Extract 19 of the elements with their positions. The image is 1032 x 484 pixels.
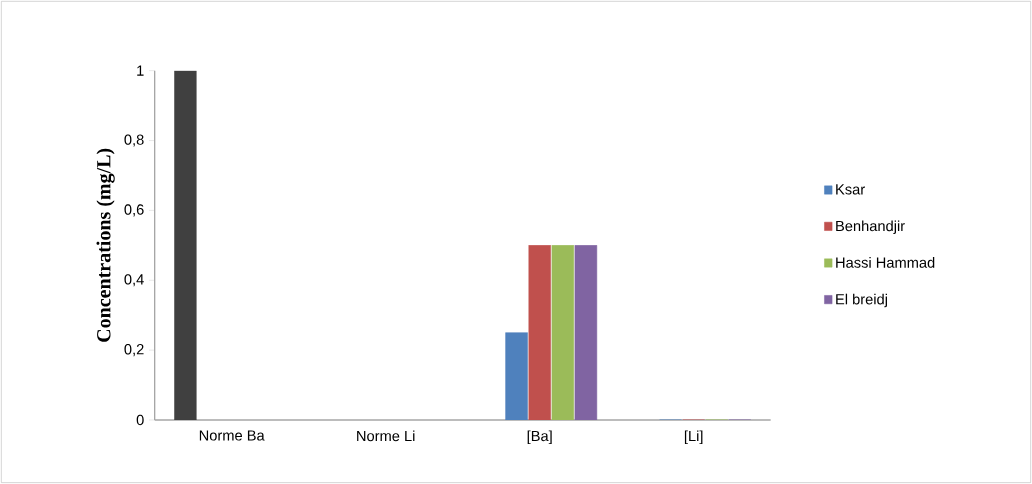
bar bbox=[551, 245, 575, 420]
x-tick-label: Norme Ba bbox=[199, 430, 265, 441]
legend-label: El breidj bbox=[836, 293, 887, 308]
x-tick-label: [Ba] bbox=[527, 430, 552, 445]
bar bbox=[574, 245, 598, 420]
bar bbox=[174, 70, 197, 420]
y-tick-label: 0,2 bbox=[124, 344, 144, 357]
y-axis-title: Concentrations (mg/L) bbox=[96, 148, 115, 342]
legend-label: Benhandjir bbox=[836, 220, 905, 235]
y-tick-label: 0,8 bbox=[124, 134, 144, 147]
legend-label: Hassi Hammad bbox=[836, 257, 935, 268]
y-tick-label: 0,6 bbox=[124, 204, 144, 217]
bar bbox=[505, 332, 528, 420]
x-tick-label: [Li] bbox=[684, 430, 703, 445]
x-tick-label: Norme Li bbox=[357, 430, 415, 442]
y-tick-label: 1 bbox=[137, 65, 144, 76]
y-tick-label: 0,4 bbox=[124, 274, 144, 287]
legend-label: Ksar bbox=[836, 184, 865, 195]
y-tick-label: 0 bbox=[136, 414, 144, 426]
